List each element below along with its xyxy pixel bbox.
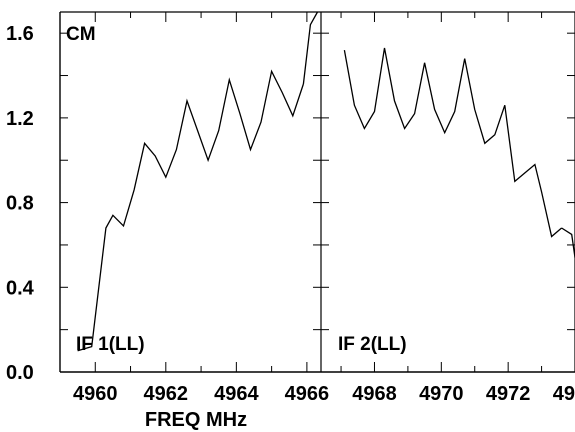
x-tick-label: 4964 — [214, 383, 259, 405]
x-tick-label: 4968 — [352, 383, 397, 405]
y-tick-label: 1.2 — [6, 108, 34, 130]
panel-1-series-line-1 — [77, 69, 305, 352]
y-tick-label: 0.0 — [6, 362, 34, 384]
y-tick-label: 1.6 — [6, 23, 34, 45]
tick-marks — [59, 12, 575, 372]
x-tick-label: 4972 — [486, 383, 531, 405]
panel-2-series-line-2 — [561, 227, 575, 258]
x-tick-label: 4960 — [73, 383, 118, 405]
panel-1-series-line-2 — [302, 11, 319, 85]
panel-2-label: IF 2(LL) — [338, 334, 407, 355]
panel-1-label: IF 1(LL) — [76, 334, 145, 355]
y-tick-label: 0.8 — [6, 193, 34, 215]
data-lines — [77, 11, 575, 352]
tick-labels: 4960 4962 4964 4966 4968 4970 4972 4974 0.0 0.4 0.… — [6, 23, 575, 405]
x-tick-label: 4966 — [285, 383, 330, 405]
x-tick-label: 4970 — [419, 383, 464, 405]
y-tick-label: 0.4 — [6, 277, 35, 299]
plot-frames — [59, 11, 575, 373]
x-tick-label: 4962 — [144, 383, 189, 405]
x-axis-title: FREQ MHz — [145, 409, 247, 431]
x-tick-label: 4974 — [553, 383, 575, 405]
y-unit-label: CM — [66, 24, 96, 45]
panel-2-series-line-1 — [343, 47, 563, 238]
